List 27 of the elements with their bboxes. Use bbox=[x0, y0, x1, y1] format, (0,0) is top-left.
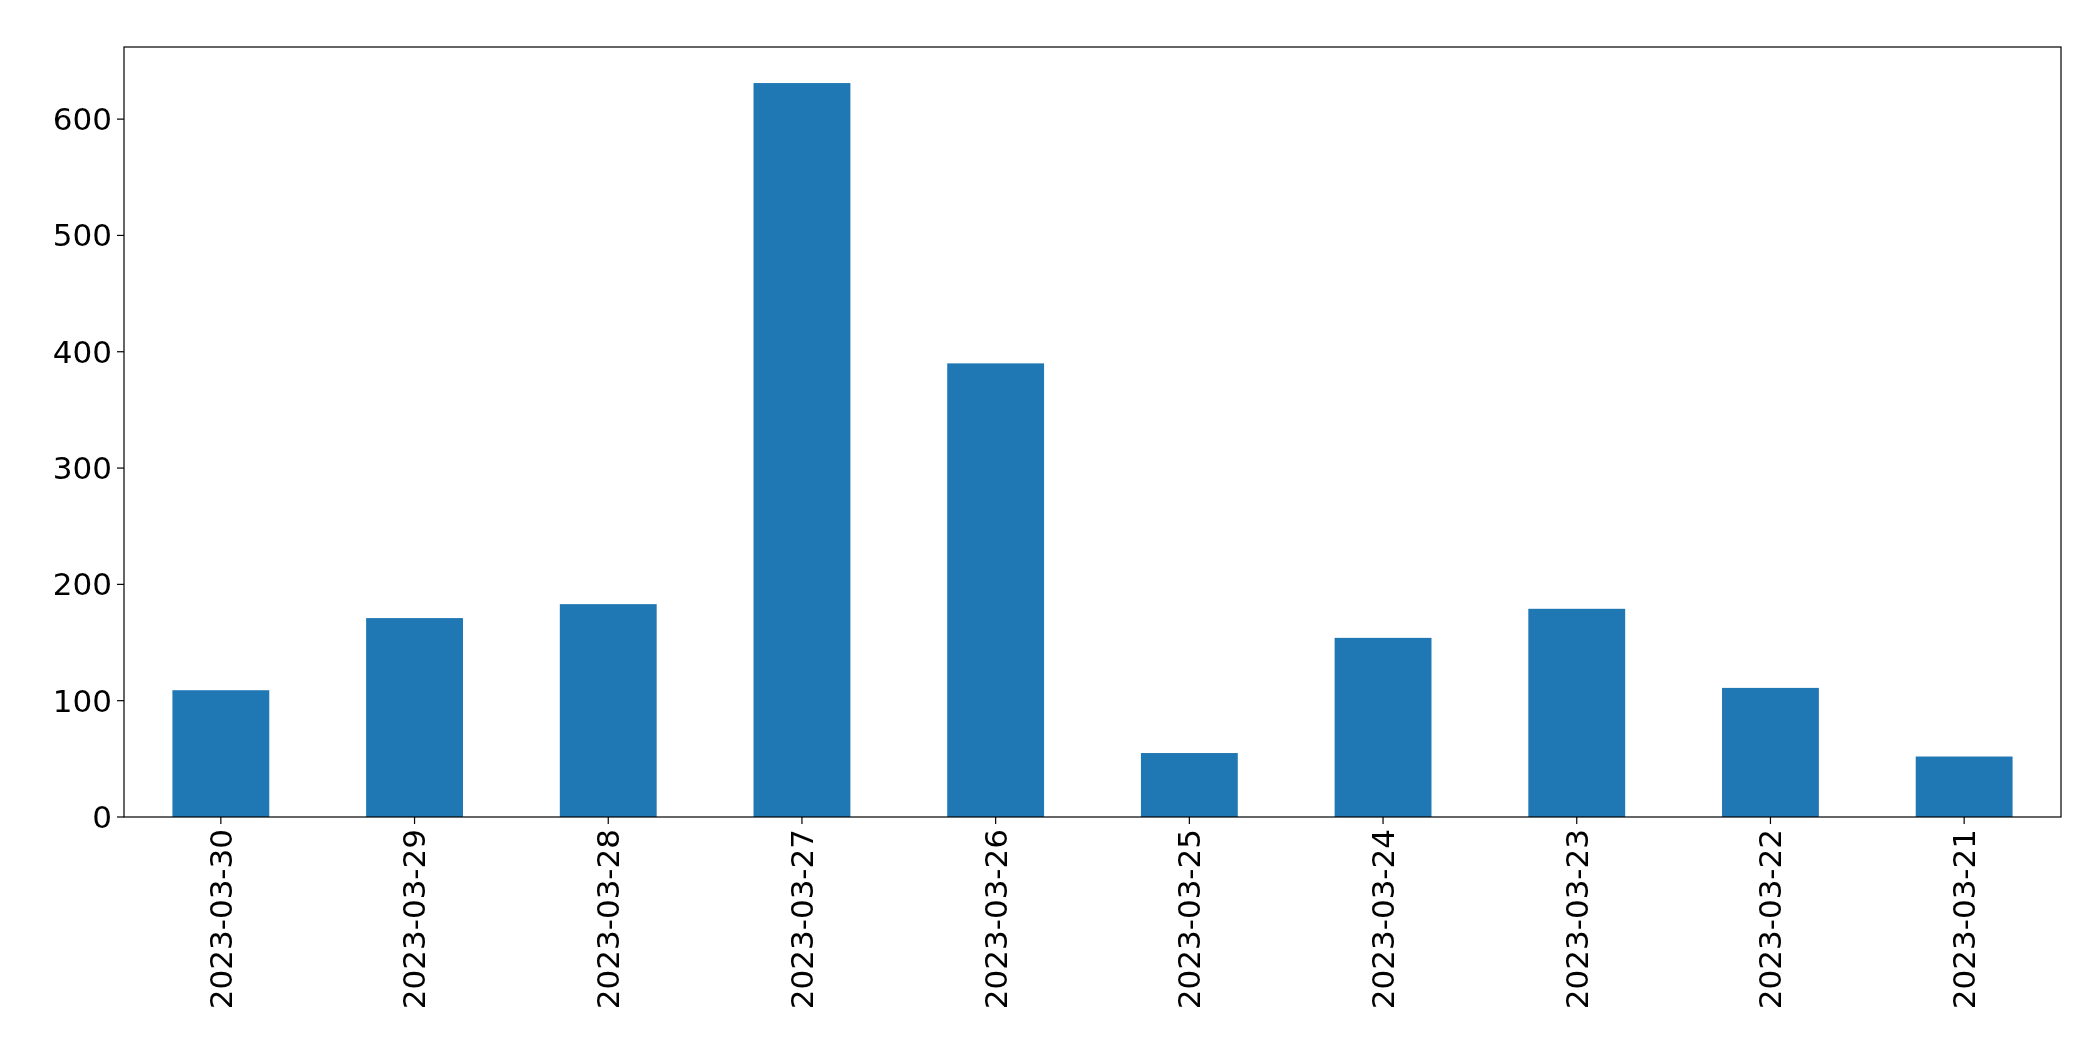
bar bbox=[1722, 687, 1819, 817]
bar bbox=[1334, 637, 1432, 817]
y-tick-label: 100 bbox=[52, 682, 112, 719]
y-tick-label: 400 bbox=[52, 333, 112, 370]
x-tick-label: 2023-03-27 bbox=[783, 829, 820, 1010]
bar bbox=[559, 604, 657, 817]
x-tick-label: 2023-03-28 bbox=[590, 829, 627, 1010]
bar bbox=[947, 363, 1045, 817]
y-tick-label: 300 bbox=[52, 449, 112, 486]
y-tick-label: 600 bbox=[52, 100, 112, 137]
x-tick-label: 2023-03-29 bbox=[396, 829, 433, 1010]
y-tick-label: 0 bbox=[92, 798, 112, 835]
bar bbox=[1528, 608, 1626, 817]
x-tick-label: 2023-03-26 bbox=[977, 829, 1014, 1010]
x-tick-label: 2023-03-24 bbox=[1364, 829, 1401, 1010]
bar bbox=[172, 690, 270, 817]
x-tick-label: 2023-03-22 bbox=[1752, 829, 1789, 1010]
bar bbox=[1915, 756, 2013, 817]
x-tick-label: 2023-03-30 bbox=[202, 829, 239, 1010]
x-tick-label: 2023-03-21 bbox=[1946, 829, 1982, 1010]
y-tick-label: 500 bbox=[52, 217, 112, 254]
x-tick-label: 2023-03-25 bbox=[1171, 829, 1208, 1010]
bar bbox=[1140, 753, 1238, 817]
bar bbox=[753, 83, 851, 817]
bar bbox=[366, 618, 463, 817]
x-tick-label: 2023-03-23 bbox=[1558, 829, 1595, 1010]
y-tick-label: 200 bbox=[52, 566, 112, 603]
